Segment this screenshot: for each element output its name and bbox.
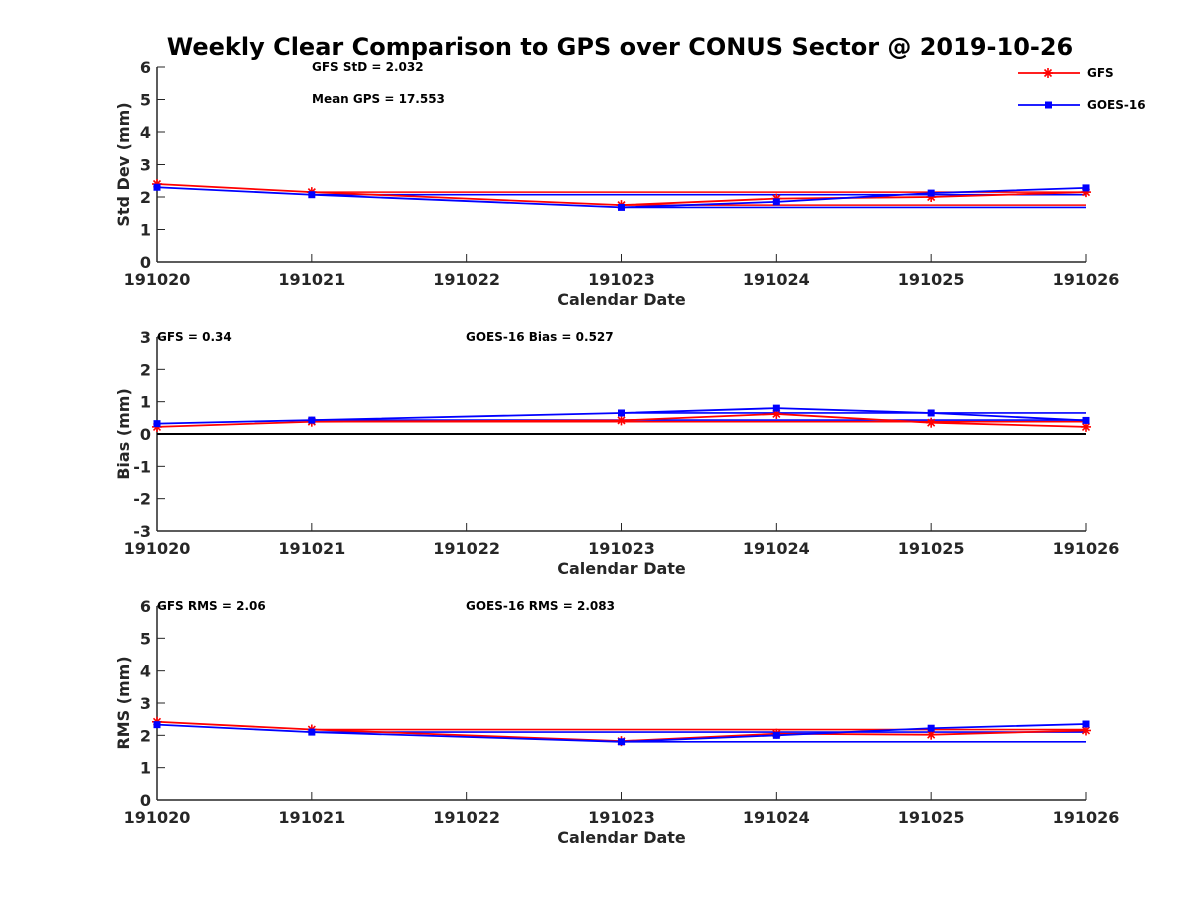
stddev-panel: 0 1 2 3 4 5 6 191020 191021 191022 191023 191024 191…: [114, 58, 1119, 309]
stddev-goes-point: [153, 183, 161, 191]
legend-goes-marker: [1045, 101, 1052, 109]
bias-ytick-label: 3: [140, 328, 151, 347]
bias-ytick-label: 1: [140, 393, 151, 412]
legend-gfs-asterisk: [1043, 68, 1053, 78]
bias-ytick-label: 2: [140, 360, 151, 379]
stddev-xtick-label: 191020: [124, 270, 191, 289]
stddev-ylabel: Std Dev (mm): [114, 102, 133, 226]
stddev-xtick-label: 191021: [278, 270, 345, 289]
bias-ytick-label: -1: [133, 457, 151, 476]
stddev-xlabel: Calendar Date: [557, 290, 686, 309]
bias-gfs-point: [616, 415, 627, 426]
bias-goes-point: [927, 409, 935, 417]
legend-gfs-marker: [1043, 68, 1053, 78]
stddev-ytick-label: 5: [140, 91, 151, 110]
rms-xtick-label: 191024: [743, 808, 810, 827]
legend: GFS GOES-16: [1018, 66, 1146, 112]
legend-goes-label: GOES-16: [1087, 98, 1146, 112]
stddev-goes-point: [308, 191, 316, 199]
bias-xtick-label: 191021: [278, 539, 345, 558]
rms-ytick-label: 1: [140, 759, 151, 778]
stddev-goes-point: [772, 198, 780, 206]
stddev-ytick-label: 3: [140, 156, 151, 175]
rms-gfs-series-line: [156, 720, 1087, 743]
bias-xtick-label: 191023: [588, 539, 655, 558]
stddev-ytick-label: 6: [140, 58, 151, 77]
bias-annotation: GFS = 0.34: [157, 330, 232, 344]
rms-xtick-label: 191021: [278, 808, 345, 827]
stddev-ytick-label: 4: [140, 123, 151, 142]
bias-ytick-label: -2: [133, 490, 151, 509]
stddev-xtick-label: 191024: [743, 270, 810, 289]
rms-ytick-label: 3: [140, 694, 151, 713]
stddev-xtick-label: 191023: [588, 270, 655, 289]
bias-goes-series-line: [156, 407, 1087, 425]
stddev-xtick-label: 191025: [898, 270, 965, 289]
rms-xtick-label: 191026: [1053, 808, 1120, 827]
rms-ylabel: RMS (mm): [114, 656, 133, 749]
stddev-ytick-label: 0: [140, 253, 151, 272]
bias-gfs-point: [1081, 421, 1091, 432]
stddev-ytick-label: 2: [140, 188, 151, 207]
rms-xtick-label: 191020: [124, 808, 191, 827]
bias-ytick-label: 0: [140, 425, 151, 444]
bias-gfs-point: [926, 417, 937, 428]
bias-annotation: GOES-16 Bias = 0.527: [466, 330, 614, 344]
rms-xtick-label: 191023: [588, 808, 655, 827]
rms-ytick-label: 6: [140, 597, 151, 616]
rms-ytick-label: 2: [140, 726, 151, 745]
rms-goes-point: [308, 728, 316, 736]
rms-gfs-point: [1081, 725, 1091, 736]
bias-xtick-label: 191020: [124, 539, 191, 558]
stddev-goes-point: [618, 203, 625, 211]
rms-goes-series-line: [156, 723, 1087, 743]
rms-goes-point: [772, 731, 780, 739]
stddev-goes-point: [927, 189, 935, 197]
bias-gfs-series-line: [156, 413, 1087, 428]
stddev-xtick-label: 191026: [1053, 270, 1120, 289]
stddev-annotation: Mean GPS = 17.553: [312, 92, 445, 106]
rms-goes-point: [927, 724, 935, 732]
bias-panel: -3 -2 -1 0 1 2 3 191020 191021 191022 191023 191024…: [114, 328, 1119, 578]
rms-annotation: GFS RMS = 2.06: [157, 599, 266, 613]
stddev-xtick-label: 191022: [433, 270, 500, 289]
bias-xtick-label: 191025: [898, 539, 965, 558]
stddev-annotation: GFS StD = 2.032: [312, 60, 424, 74]
bias-goes-point: [618, 409, 625, 417]
rms-goes-point: [618, 738, 625, 746]
stddev-goes-series-line: [156, 186, 1087, 209]
stddev-goes-point: [1082, 184, 1090, 192]
rms-xlabel: Calendar Date: [557, 828, 686, 847]
bias-goes-point: [153, 420, 161, 428]
rms-ytick-label: 5: [140, 629, 151, 648]
legend-gfs-label: GFS: [1087, 66, 1114, 80]
stddev-gfs-series-line: [156, 183, 1087, 207]
rms-xtick-label: 191022: [433, 808, 500, 827]
bias-goes-point: [1082, 416, 1090, 424]
bias-goes-point: [308, 416, 316, 424]
figure-title: Weekly Clear Comparison to GPS over CONU…: [167, 33, 1074, 61]
rms-panel: 0 1 2 3 4 5 6 191020 191021 191022 191023 191024 191…: [114, 597, 1119, 847]
bias-goes-point: [772, 404, 780, 412]
bias-xtick-label: 191024: [743, 539, 810, 558]
bias-ytick-label: -3: [133, 522, 151, 541]
rms-xtick-label: 191025: [898, 808, 965, 827]
bias-xtick-label: 191022: [433, 539, 500, 558]
rms-goes-point: [1082, 720, 1090, 728]
rms-annotation: GOES-16 RMS = 2.083: [466, 599, 615, 613]
rms-goes-point: [153, 721, 161, 729]
bias-xtick-label: 191026: [1053, 539, 1120, 558]
bias-ylabel: Bias (mm): [114, 388, 133, 480]
rms-ytick-label: 4: [140, 662, 151, 681]
stddev-ytick-label: 1: [140, 221, 151, 240]
rms-ytick-label: 0: [140, 791, 151, 810]
bias-xlabel: Calendar Date: [557, 559, 686, 578]
